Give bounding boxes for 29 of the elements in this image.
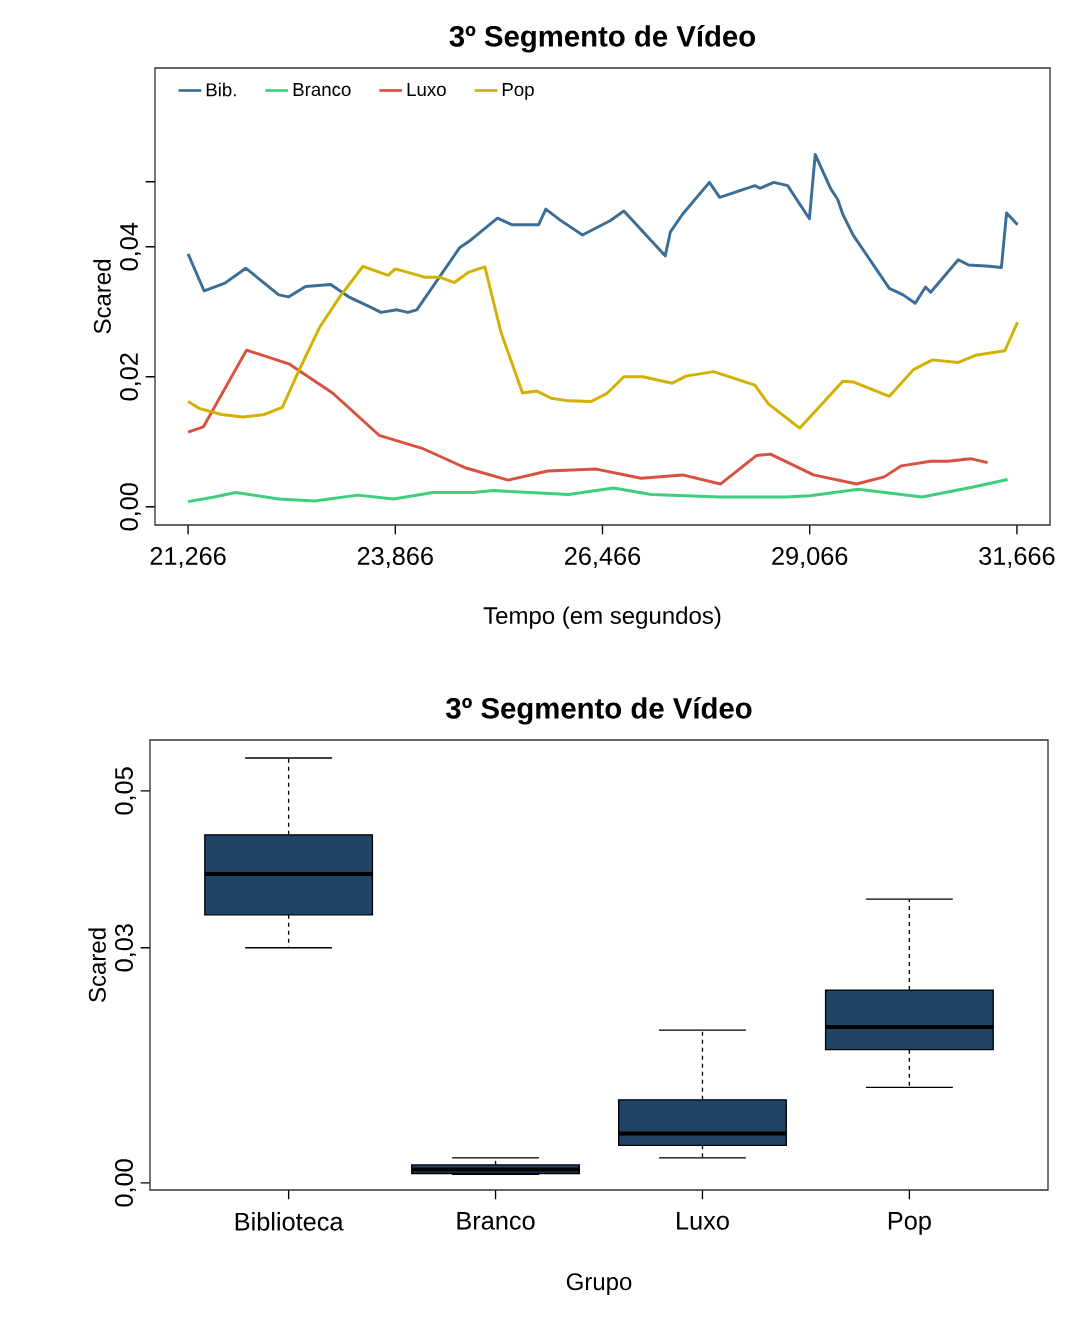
legend-label: Branco: [293, 83, 351, 97]
y-tick-label: 0,02: [120, 353, 141, 401]
y-tick-label: 0,04: [120, 222, 141, 271]
legend-label: Luxo: [407, 83, 446, 97]
x-axis-title: Grupo: [566, 1273, 632, 1295]
line-series: [186, 478, 1010, 504]
legend-label: Bib.: [206, 82, 236, 97]
y-tick-label: 0,03: [115, 924, 136, 972]
y-axis-title: Scared: [88, 928, 106, 1002]
x-tick-label: 21,266: [150, 547, 226, 568]
y-tick-label: 0,05: [115, 767, 136, 815]
y-tick-label: 0,00: [115, 1159, 136, 1207]
x-tick-label: Branco: [457, 1212, 535, 1230]
x-tick-label: 31,666: [979, 547, 1055, 568]
line-series: [186, 152, 1020, 314]
x-tick-label: 23,866: [357, 547, 433, 568]
line-series: [186, 348, 990, 486]
legend-label: Pop: [502, 83, 534, 100]
x-tick-label: Luxo: [677, 1212, 729, 1230]
y-axis-title: Scared: [93, 260, 111, 334]
chart-title: 3º Segmento de Vídeo: [445, 696, 752, 725]
x-tick-label: 29,066: [772, 547, 848, 568]
x-tick-label: Pop: [888, 1212, 931, 1235]
y-tick-label: 0,00: [120, 483, 141, 531]
x-tick-label: Biblioteca: [235, 1212, 344, 1231]
x-axis-title: Tempo (em segundos): [483, 606, 721, 629]
line-series: [186, 264, 1020, 430]
x-tick-label: 26,466: [565, 547, 641, 568]
chart-title: 3º Segmento de Vídeo: [449, 24, 756, 53]
